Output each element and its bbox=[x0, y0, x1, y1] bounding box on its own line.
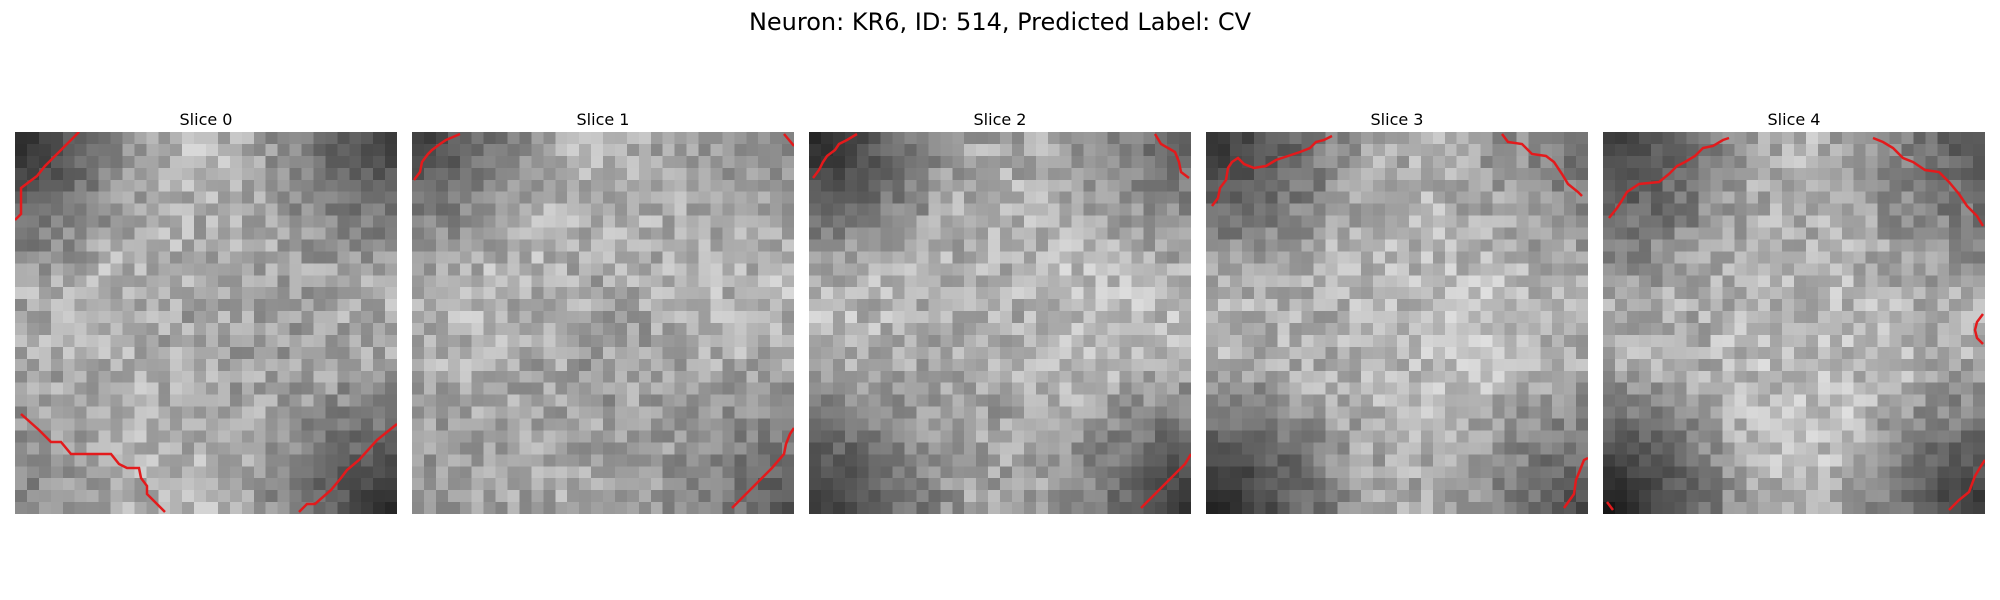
slice-title: Slice 1 bbox=[576, 110, 630, 129]
grayscale-image bbox=[809, 132, 1191, 514]
slice-image bbox=[1206, 132, 1588, 514]
slice-panel-1: Slice 1 bbox=[412, 108, 794, 514]
grayscale-image bbox=[412, 132, 794, 514]
slice-image bbox=[15, 132, 397, 514]
slice-title: Slice 3 bbox=[1370, 110, 1424, 129]
slice-image bbox=[412, 132, 794, 514]
grayscale-image bbox=[15, 132, 397, 514]
slice-panel-0: Slice 0 bbox=[15, 108, 397, 514]
slice-panel-4: Slice 4 bbox=[1603, 108, 1985, 514]
slice-panel-2: Slice 2 bbox=[809, 108, 1191, 514]
slice-image bbox=[809, 132, 1191, 514]
slice-image bbox=[1603, 132, 1985, 514]
grayscale-image bbox=[1603, 132, 1985, 514]
grayscale-image bbox=[1206, 132, 1588, 514]
figure-title: Neuron: KR6, ID: 514, Predicted Label: C… bbox=[748, 8, 1252, 36]
slice-title: Slice 2 bbox=[973, 110, 1027, 129]
slice-panel-3: Slice 3 bbox=[1206, 108, 1588, 514]
slice-title: Slice 4 bbox=[1767, 110, 1821, 129]
slice-title: Slice 0 bbox=[179, 110, 233, 129]
